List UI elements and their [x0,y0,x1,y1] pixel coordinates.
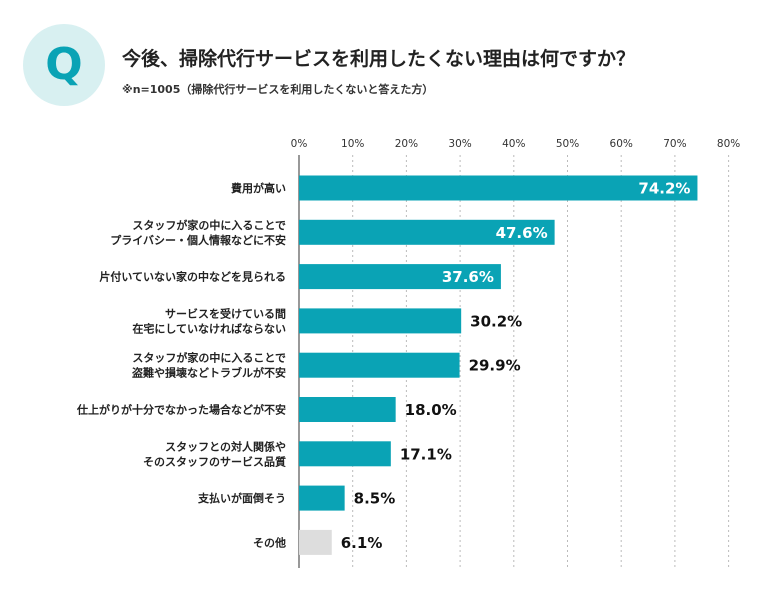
category-label: サービスを受けている間 [165,306,286,320]
chart-subtitle: ※n=1005（掃除代行サービスを利用したくないと答えた方） [122,83,434,96]
data-label: 30.2% [470,312,522,330]
chart-title: 今後、掃除代行サービスを利用したくない理由は何ですか？ [122,48,636,70]
category-label: 片付いていない家の中などを見られる [99,270,286,284]
tick-label: 50% [556,138,579,150]
data-label: 18.0% [405,401,457,419]
data-label: 17.1% [400,445,452,463]
category-label: 在宅にしていなければならない [132,321,286,335]
data-label: 29.9% [469,357,521,375]
bar [299,219,555,245]
category-label: 盗難や損壊などトラブルが不安 [132,366,286,380]
category-label: スタッフが家の中に入ることで [132,218,286,232]
tick-label: 30% [448,138,471,150]
data-label: 47.6% [496,224,548,242]
data-label: 8.5% [354,490,396,508]
bar [299,397,396,422]
bar [299,264,501,290]
category-label: その他 [253,535,286,549]
tick-label: 20% [395,138,418,150]
question-badge: Q [23,24,105,106]
category-label: そのスタッフのサービス品質 [143,454,286,468]
category-label: 仕上がりが十分でなかった場合などが不安 [76,403,286,417]
category-label: プライバシー・個人情報などに不安 [110,233,286,247]
tick-label: 0% [291,138,308,150]
bar [299,529,332,555]
data-label: 74.2% [638,180,690,198]
data-label: 37.6% [442,268,494,286]
category-label: スタッフとの対人関係や [165,439,286,453]
category-label: 費用が高い [230,181,286,195]
tick-label: 10% [341,138,364,150]
tick-label: 60% [610,138,633,150]
tick-label: 40% [502,138,525,150]
question-badge-letter: Q [45,39,83,90]
bar [299,308,462,334]
data-label: 6.1% [341,534,383,552]
bar [299,352,460,378]
bar [299,441,391,467]
tick-label: 70% [663,138,686,150]
tick-label: 80% [717,138,740,150]
bar [299,175,698,201]
bar [299,485,345,511]
category-label: 支払いが面倒そう [197,491,286,505]
category-label: スタッフが家の中に入ることで [132,351,286,365]
